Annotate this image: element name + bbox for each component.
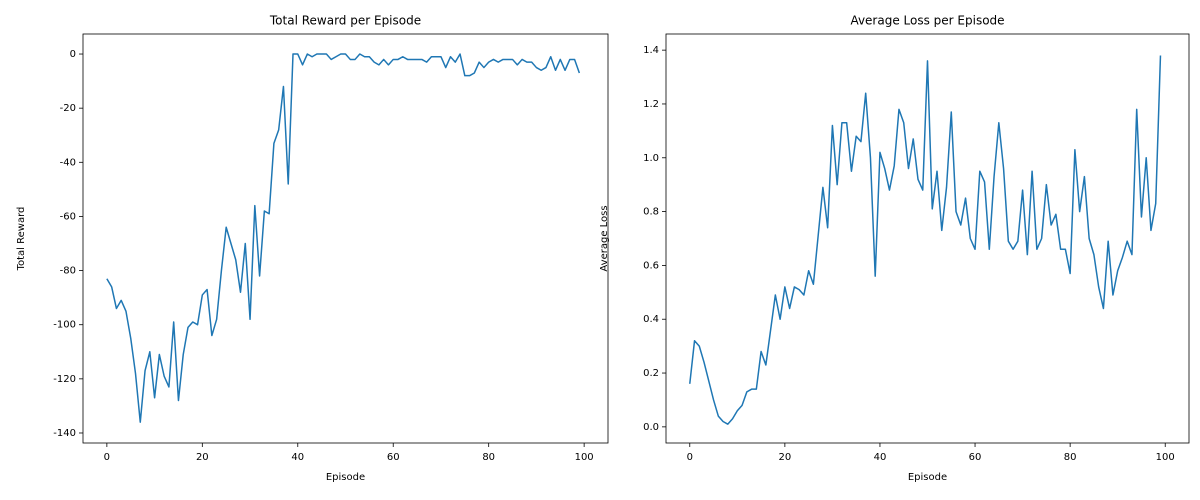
x-tick-label: 80 (482, 452, 495, 463)
y-tick-label: 1.2 (643, 99, 659, 110)
axes-frame (82, 33, 609, 444)
x-tick-label: 100 (1156, 452, 1175, 463)
line (689, 55, 1162, 425)
y-tick-label: -60 (60, 211, 76, 222)
x-tick-label: 40 (291, 452, 304, 463)
y-tick-label: 0.0 (643, 422, 659, 433)
chart-title: Average Loss per Episode (850, 14, 1004, 28)
y-tick-label: -120 (53, 374, 76, 385)
y-axis-label: Total Reward (16, 207, 27, 272)
y-tick-label: -100 (53, 320, 76, 331)
x-tick-label: 20 (196, 452, 209, 463)
y-tick-label: -40 (60, 157, 76, 168)
x-tick-label: 60 (969, 452, 982, 463)
y-tick-label: -20 (60, 103, 76, 114)
subplot: Total Reward per Episode Episode Total Rew… (16, 14, 609, 483)
x-axis-label: Episode (326, 472, 365, 483)
x-tick-label: 0 (687, 452, 693, 463)
x-tick-label: 100 (575, 452, 594, 463)
y-tick-label: 0.8 (643, 207, 659, 218)
x-tick-label: 80 (1064, 452, 1077, 463)
y-tick-label: -140 (53, 428, 76, 439)
y-tick-label: 0 (70, 49, 76, 60)
x-tick-label: 20 (778, 452, 791, 463)
line (106, 53, 581, 423)
x-tick-label: 0 (104, 452, 110, 463)
chart-title: Total Reward per Episode (269, 14, 421, 28)
axes-frame (665, 33, 1190, 444)
x-tick-label: 60 (387, 452, 400, 463)
y-tick-label: 1.4 (643, 45, 659, 56)
y-tick-label: 0.2 (643, 368, 659, 379)
x-axis-label: Episode (908, 472, 947, 483)
y-tick-label: 0.6 (643, 260, 659, 271)
y-tick-label: -80 (60, 266, 76, 277)
subplot: Average Loss per Episode Episode Average L… (599, 14, 1190, 483)
y-tick-label: 0.4 (643, 314, 659, 325)
x-tick-label: 40 (874, 452, 887, 463)
y-tick-label: 1.0 (643, 153, 659, 164)
y-axis-label: Average Loss (599, 205, 610, 271)
